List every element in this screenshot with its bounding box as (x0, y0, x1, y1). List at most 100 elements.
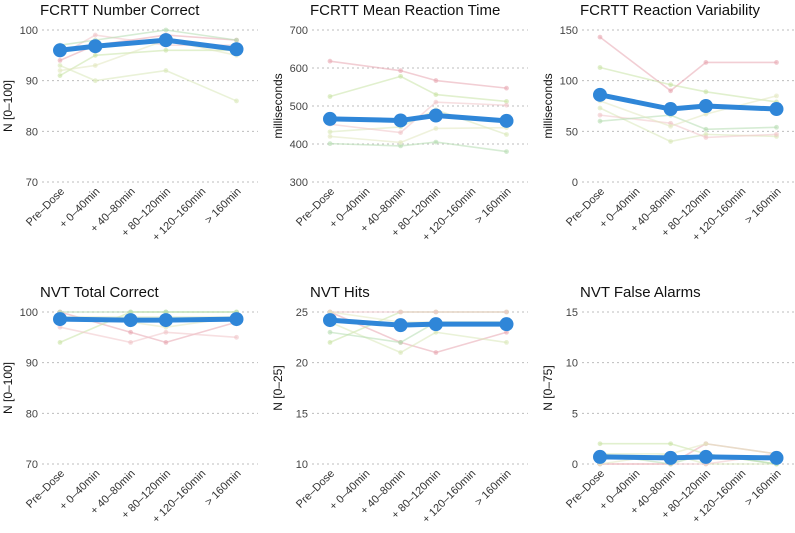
subject-point (703, 89, 709, 95)
subject-point (668, 82, 673, 88)
subject-line-segment (59, 64, 97, 82)
subject-line-segment (599, 107, 672, 143)
subject-point (703, 126, 709, 132)
subject-point (504, 309, 509, 315)
subject-series (57, 309, 239, 345)
subject-line-segment (165, 34, 238, 41)
subject-point (234, 334, 239, 340)
y-tick-label: 400 (290, 139, 308, 151)
mean-point (428, 108, 443, 123)
subject-series (57, 324, 239, 345)
mean-point (393, 318, 408, 333)
subject-line-segment (165, 321, 238, 344)
subject-point (774, 124, 779, 130)
subject-point (57, 324, 63, 330)
mean-line-segment (92, 37, 169, 49)
mean-series (593, 449, 784, 465)
subject-point (398, 73, 403, 79)
mean-point (428, 317, 443, 332)
subject-point (433, 309, 439, 315)
subject-series (597, 105, 779, 144)
y-axis-label: milliseconds (271, 73, 285, 138)
subject-point (597, 34, 603, 40)
y-tick-label: 70 (26, 459, 38, 471)
subject-point (433, 126, 439, 131)
subject-point (57, 340, 63, 345)
y-tick-label: 90 (26, 358, 38, 370)
x-tick-label: > 160min (473, 186, 514, 227)
subject-line-segment (399, 127, 437, 144)
subject-series (597, 112, 779, 132)
mean-point (393, 113, 408, 128)
mean-point (769, 102, 784, 117)
subject-line-segment (599, 100, 672, 128)
subject-line-segment (669, 122, 707, 139)
subject-line-segment (399, 69, 437, 82)
subject-series (327, 139, 509, 155)
subject-line-segment (669, 442, 707, 455)
subject-point (703, 60, 709, 65)
subject-point (163, 309, 169, 315)
subject-series (57, 309, 239, 345)
panel-title: NVT Hits (310, 284, 370, 301)
subject-line-segment (599, 66, 672, 86)
y-tick-label: 500 (290, 101, 308, 113)
subject-point (504, 340, 509, 345)
subject-point (597, 105, 603, 111)
mean-line-segment (703, 454, 779, 461)
mean-point (663, 102, 678, 117)
subject-point (234, 37, 239, 43)
subject-point (433, 92, 439, 97)
subject-series (327, 309, 509, 315)
subject-point (327, 329, 333, 335)
subject-line-segment (165, 29, 238, 41)
mean-point (88, 39, 103, 54)
mean-point (499, 317, 514, 332)
subject-point (234, 98, 239, 104)
subject-line-segment (435, 141, 508, 153)
subject-point (703, 111, 709, 117)
subject-point (668, 123, 673, 129)
subject-line-segment (59, 39, 97, 47)
y-tick-label: 100 (560, 76, 578, 88)
subject-series (597, 112, 779, 140)
panel-3: FCRTT Reaction Variability milliseconds 0 5… (541, 2, 795, 244)
y-tick-label: 80 (26, 126, 38, 138)
x-tick-label: > 160min (203, 186, 244, 227)
mean-series (323, 108, 514, 128)
subject-point (327, 58, 333, 64)
subject-series (57, 63, 239, 104)
subject-point (57, 73, 63, 78)
mean-line-segment (597, 92, 674, 112)
subject-point (703, 135, 709, 140)
y-tick-label: 25 (296, 307, 308, 319)
subject-point (92, 52, 98, 58)
subject-line-segment (329, 126, 402, 133)
subject-point (128, 329, 134, 335)
mean-series (53, 33, 244, 58)
subject-point (597, 65, 603, 70)
subject-line-segment (94, 29, 167, 41)
y-tick-label: 15 (566, 307, 578, 319)
mean-point (698, 99, 713, 113)
subject-point (163, 329, 169, 335)
subject-series (57, 309, 239, 315)
y-tick-label: 300 (290, 177, 308, 189)
subject-point (398, 130, 403, 136)
mean-point (593, 449, 607, 464)
subject-line-segment (435, 79, 508, 89)
subject-point (57, 68, 63, 73)
subject-point (433, 350, 439, 355)
subject-line-segment (94, 69, 167, 82)
panel-title: FCRTT Mean Reaction Time (310, 2, 500, 19)
subject-point (774, 93, 779, 99)
subject-point (398, 340, 403, 345)
y-axis-label: N [0–100] (1, 80, 15, 132)
x-tick-label: > 160min (743, 468, 784, 509)
subject-series (597, 34, 779, 94)
subject-line-segment (669, 83, 707, 93)
y-tick-label: 100 (20, 307, 38, 319)
x-tick-label: > 160min (473, 468, 514, 509)
y-tick-label: 10 (566, 358, 578, 370)
